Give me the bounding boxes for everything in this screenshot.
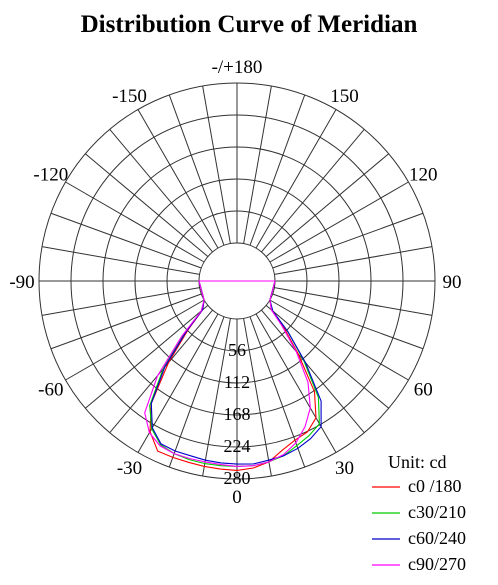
- unit-label: Unit: cd: [388, 452, 447, 472]
- angle-tick-label: 0: [232, 487, 242, 508]
- grid-spoke: [109, 309, 213, 433]
- grid-spoke: [65, 181, 205, 263]
- grid-spoke: [272, 293, 424, 350]
- grid-spoke: [168, 94, 225, 246]
- legend-entry-label: c60/240: [408, 528, 466, 548]
- angle-tick-labels: -/+180 150 120 90 60 30 0 -30 -60 -90 -120 -150: [9, 57, 461, 508]
- grid-spoke: [272, 212, 424, 269]
- series-curves: [144, 280, 322, 471]
- grid-spoke: [269, 299, 409, 381]
- grid-spoke: [249, 316, 306, 468]
- angle-tick-label: 60: [414, 380, 433, 401]
- radial-tick-labels: 56 112 168 224 280: [224, 340, 251, 488]
- series-curve-2: [150, 280, 322, 465]
- grid-spoke: [41, 287, 200, 316]
- grid-spoke: [261, 309, 365, 433]
- angle-tick-label: 30: [335, 458, 354, 479]
- radial-tick-label: 56: [228, 340, 246, 360]
- series-curve-3: [144, 280, 311, 467]
- grid-spoke: [255, 313, 337, 453]
- chart-title: Distribution Curve of Meridian: [81, 11, 418, 38]
- grid-spoke: [202, 318, 231, 477]
- grid-spoke: [50, 212, 202, 269]
- grid-spoke: [202, 85, 231, 244]
- grid-spoke: [137, 109, 219, 249]
- grid-spoke: [109, 129, 213, 253]
- radial-tick-label: 168: [224, 404, 251, 424]
- grid-spoke: [249, 94, 306, 246]
- grid-spoke: [50, 293, 202, 350]
- grid-spoke: [168, 316, 225, 468]
- grid-spoke: [85, 153, 209, 257]
- legend-entry-label: c30/210: [408, 502, 466, 522]
- grid-spoke: [65, 299, 205, 381]
- grid-spoke: [85, 305, 209, 409]
- angle-tick-label: 120: [409, 165, 438, 186]
- angle-tick-label: -60: [38, 380, 63, 401]
- grid-spoke: [41, 246, 200, 275]
- polar-grid: [38, 82, 436, 480]
- radial-tick-label: 224: [224, 436, 251, 456]
- legend: Unit: cd c0 /180 c30/210 c60/240 c90/270: [372, 452, 466, 574]
- angle-tick-label: 90: [443, 272, 462, 293]
- series-curve-0: [149, 280, 317, 471]
- radial-tick-label: 112: [224, 372, 250, 392]
- grid-spoke: [274, 246, 433, 275]
- grid-spoke: [243, 318, 272, 477]
- grid-spoke: [265, 305, 389, 409]
- legend-entry-label: c90/270: [408, 554, 466, 574]
- grid-spoke: [255, 109, 337, 249]
- grid-spoke: [274, 287, 433, 316]
- grid-spoke: [265, 153, 389, 257]
- angle-tick-label: -/+180: [212, 57, 263, 78]
- grid-spoke: [261, 129, 365, 253]
- legend-entry-label: c0 /180: [408, 476, 462, 496]
- angle-tick-label: 150: [330, 86, 359, 107]
- angle-tick-label: -90: [9, 272, 34, 293]
- angle-tick-label: -150: [112, 86, 147, 107]
- grid-spoke: [137, 313, 219, 453]
- grid-spoke: [243, 85, 272, 244]
- radial-tick-label: 280: [224, 468, 251, 488]
- angle-tick-label: -120: [33, 165, 68, 186]
- angle-tick-label: -30: [117, 458, 142, 479]
- grid-spoke: [269, 181, 409, 263]
